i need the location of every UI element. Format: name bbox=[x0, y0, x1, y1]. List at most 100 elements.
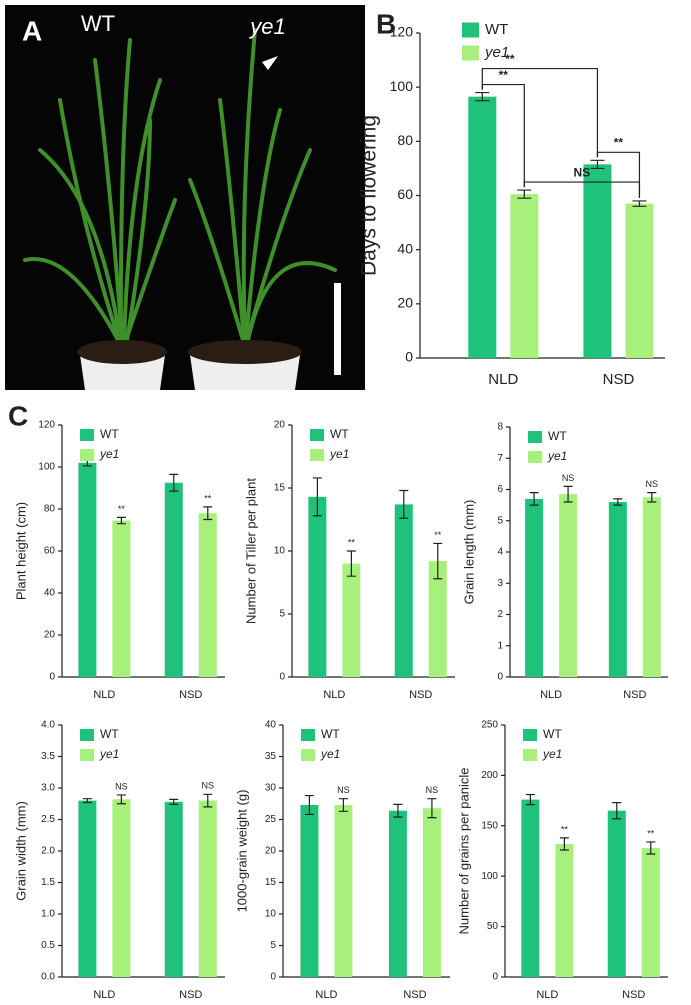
y-tick-label: 80 bbox=[397, 132, 413, 148]
y-tick-label: 25 bbox=[265, 814, 277, 825]
error-bar bbox=[433, 542, 443, 580]
y-tick-label: 5 bbox=[270, 940, 276, 951]
bar bbox=[583, 164, 612, 358]
y-tick-label: 3.5 bbox=[41, 751, 55, 762]
y-tick-label: 0 bbox=[49, 672, 55, 683]
y-tick-label: 40 bbox=[397, 240, 413, 256]
y-axis-label: Number of Tiller per plant bbox=[243, 478, 258, 624]
bar bbox=[78, 800, 97, 977]
error-bar bbox=[590, 159, 605, 170]
y-tick-label: 200 bbox=[481, 770, 498, 781]
error-bar bbox=[346, 550, 356, 577]
y-axis-label: Grain width (mm) bbox=[13, 801, 28, 901]
y-tick-label: 10 bbox=[265, 909, 277, 920]
y-tick-label: 20 bbox=[397, 295, 413, 311]
y-tick-label: 40 bbox=[265, 720, 277, 731]
y-tick-label: 1.0 bbox=[41, 909, 55, 920]
y-tick-label: 40 bbox=[44, 588, 56, 599]
bar bbox=[334, 805, 353, 977]
bar bbox=[342, 563, 361, 677]
y-tick-label: 20 bbox=[265, 846, 277, 857]
comparison-label: ** bbox=[614, 135, 624, 149]
legend-label: ye1 bbox=[320, 747, 340, 761]
legend-swatch bbox=[80, 429, 94, 441]
y-tick-label: 2 bbox=[497, 609, 503, 620]
error-bar bbox=[613, 498, 623, 506]
error-bar bbox=[312, 477, 322, 517]
legend-label: WT bbox=[485, 21, 508, 38]
x-tick-label: NSD bbox=[179, 689, 202, 701]
y-tick-label: 30 bbox=[265, 783, 277, 794]
y-tick-label: 60 bbox=[397, 186, 413, 202]
x-tick-label: NSD bbox=[409, 689, 432, 701]
comparison-bracket bbox=[596, 151, 641, 198]
error-bar bbox=[517, 189, 532, 199]
x-tick-label: NLD bbox=[488, 371, 518, 388]
panel-label: B bbox=[376, 8, 396, 39]
significance-label: NS bbox=[646, 479, 659, 489]
significance-label: ** bbox=[348, 537, 356, 547]
error-bar bbox=[475, 91, 490, 102]
x-tick-label: NSD bbox=[403, 989, 426, 1000]
y-tick-label: 100 bbox=[38, 462, 55, 473]
y-tick-label: 80 bbox=[44, 504, 56, 515]
legend-label: WT bbox=[548, 429, 567, 443]
comparison-label: NS bbox=[574, 165, 591, 179]
y-tick-label: 0 bbox=[405, 349, 413, 365]
x-tick-label: NLD bbox=[93, 689, 115, 701]
y-tick-label: 2.0 bbox=[41, 846, 55, 857]
legend-swatch bbox=[310, 429, 324, 441]
y-tick-label: 15 bbox=[265, 877, 277, 888]
legend-swatch bbox=[528, 451, 542, 463]
x-tick-label: NLD bbox=[93, 989, 115, 1000]
legend-swatch bbox=[80, 729, 94, 741]
bar bbox=[112, 799, 131, 977]
y-tick-label: 120 bbox=[390, 24, 414, 40]
x-tick-label: NLD bbox=[540, 689, 562, 701]
bar bbox=[164, 482, 183, 677]
chart: 0 20 40 60 80 100 120 Days to flowering NLD NSD **… bbox=[358, 21, 665, 388]
bar bbox=[510, 194, 539, 358]
y-tick-label: 4 bbox=[497, 547, 503, 558]
y-tick-label: 1.5 bbox=[41, 877, 55, 888]
significance-label: ** bbox=[561, 824, 569, 834]
x-tick-label: NLD bbox=[315, 989, 337, 1000]
legend-label: WT bbox=[543, 727, 562, 741]
error-bar bbox=[116, 516, 126, 525]
legend-label: ye1 bbox=[329, 447, 349, 461]
chart: 0 1 2 3 4 5 6 7 8 Grain length (mm) NLD NS NSD NS WT ye… bbox=[461, 422, 668, 701]
error-bar bbox=[612, 802, 622, 820]
y-tick-label: 7 bbox=[497, 453, 503, 464]
legend-swatch bbox=[523, 729, 537, 741]
photo-label: WT bbox=[81, 11, 115, 36]
panel-label: C bbox=[8, 400, 28, 431]
photo: A WT ye1 bbox=[5, 5, 365, 390]
y-tick-label: 60 bbox=[44, 546, 56, 557]
y-tick-label: 100 bbox=[390, 78, 414, 94]
legend-swatch bbox=[462, 22, 479, 38]
legend-swatch bbox=[301, 749, 315, 761]
x-tick-label: NSD bbox=[179, 989, 202, 1000]
y-tick-label: 15 bbox=[274, 483, 286, 494]
error-bar bbox=[399, 489, 409, 519]
y-axis-label: 1000-grain weight (g) bbox=[234, 790, 249, 913]
error-bar bbox=[82, 798, 92, 804]
bar bbox=[525, 498, 544, 677]
y-axis-label: Plant height (cm) bbox=[13, 502, 28, 600]
y-tick-label: 250 bbox=[481, 720, 498, 731]
bar bbox=[198, 513, 217, 677]
significance-label: ** bbox=[118, 504, 126, 514]
significance-label: ** bbox=[647, 828, 655, 838]
bar bbox=[78, 462, 97, 677]
bar bbox=[428, 561, 447, 677]
y-axis-label: Number of grains per panicle bbox=[456, 768, 471, 935]
y-tick-label: 8 bbox=[497, 422, 503, 433]
bar bbox=[164, 801, 183, 977]
x-tick-label: NSD bbox=[622, 989, 645, 1000]
error-bar bbox=[529, 492, 539, 506]
comparison-bracket bbox=[523, 181, 641, 198]
chart: 0 50 100 150 200 250 Number of grains per pani… bbox=[456, 720, 668, 1001]
bar bbox=[555, 843, 574, 977]
y-tick-label: 120 bbox=[38, 420, 55, 431]
bar bbox=[300, 805, 319, 977]
